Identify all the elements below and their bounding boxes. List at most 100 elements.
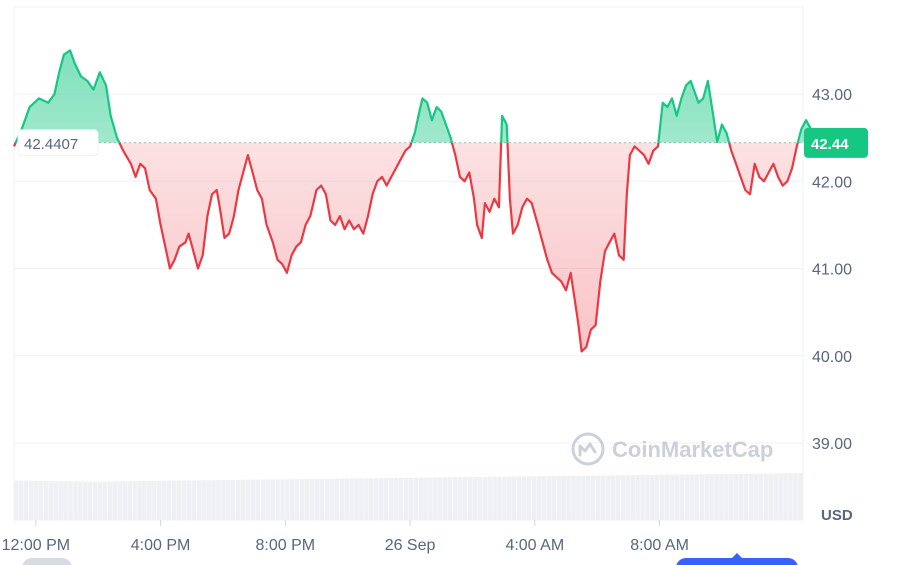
volume-bar [640,475,645,520]
volume-bar [457,477,463,520]
volume-bar [176,480,182,520]
volume-bar [743,473,749,520]
volume-bar [211,480,216,520]
volume-bar [97,481,103,520]
volume-bar [793,473,798,520]
volume-bar [625,475,631,520]
volume-bar [408,477,414,520]
volume-bar [33,480,39,520]
y-tick-label: 43.00 [812,87,852,104]
volume-bar [472,477,478,520]
volume-bar [364,478,369,520]
price-line-down [12,142,816,353]
scroll-right-control[interactable] [676,558,798,565]
volume-bar [393,477,399,520]
volume-bar [526,476,532,520]
volume-bar [487,476,492,520]
volume-bar [250,479,256,520]
volume-bar [733,473,739,520]
volume-bar [748,473,754,520]
volume-bar [354,478,359,520]
volume-bar [753,473,759,520]
volume-bar [196,480,201,520]
volume-bar [778,473,783,520]
x-tick-label: 12:00 PM [2,537,70,554]
volume-bar [300,479,305,520]
volume-bar [571,475,576,520]
volume-bar [610,475,616,520]
volume-bar [635,475,640,520]
volume-bar [699,474,704,520]
volume-bar [669,474,675,520]
price-line-up [14,49,817,143]
volume-bar [556,476,561,520]
volume-bar [428,477,433,520]
volume-bar [724,474,729,520]
volume-bar [694,474,700,520]
volume-bar [664,474,670,520]
volume-bar [492,476,497,520]
volume-bar [403,477,409,520]
volume-bar [152,480,157,520]
volume-bar [304,479,310,520]
volume-bar [221,480,226,520]
volume-bar [418,477,423,520]
volume-bar [586,475,591,520]
volume-bar [127,481,132,520]
open-price-label: 42.4407 [24,136,78,153]
y-tick-label: 42.00 [812,174,852,191]
volume-bar [107,481,113,520]
volume-bar [240,479,246,520]
volume-bar [679,474,685,520]
volume-bar [186,480,192,520]
currency-unit-label: USD [821,507,853,524]
volume-bar [334,478,340,520]
volume-bar [788,473,793,520]
volume-bar [369,478,374,520]
volume-bar [738,473,744,520]
volume-bar [729,473,734,520]
volume-bar [378,478,384,520]
volume-bar [423,477,428,520]
volume-bar [507,476,512,520]
volume-bars [14,473,803,520]
volume-bar [28,480,34,520]
volume-bar [245,479,251,520]
volume-bar [18,480,24,520]
volume-bar [226,479,231,520]
volume-bar [438,477,443,520]
volume-bar [620,475,626,520]
volume-bar [92,481,98,520]
area-below-baseline [14,142,816,352]
volume-bar [462,477,468,520]
volume-bar [359,478,364,520]
volume-bar [132,481,137,520]
scroll-left-control[interactable] [22,558,72,565]
volume-bar [102,481,108,520]
volume-bar [581,475,586,520]
volume-bar [447,477,453,520]
x-axis: 12:00 PM 4:00 PM 8:00 PM 26 Sep 4:00 AM 8:00 … [2,520,689,554]
y-tick-label: 39.00 [812,436,852,453]
volume-bar [600,475,606,520]
x-tick-label: 4:00 PM [131,537,191,554]
volume-bar [452,477,458,520]
volume-bar [477,476,483,520]
volume-bar [714,474,719,520]
volume-bar [53,481,58,520]
price-lines [12,49,817,353]
watermark-text: CoinMarketCap [612,437,773,462]
volume-bar [605,475,611,520]
volume-bar [704,474,709,520]
volume-bar [230,479,236,520]
volume-bar [798,473,803,520]
volume-bar [309,478,315,520]
volume-bar [280,479,285,520]
volume-bar [43,480,49,520]
volume-bar [521,476,527,520]
volume-bar [58,481,63,520]
volume-bar [87,481,93,520]
volume-bar [216,480,221,520]
volume-bar [117,481,123,520]
